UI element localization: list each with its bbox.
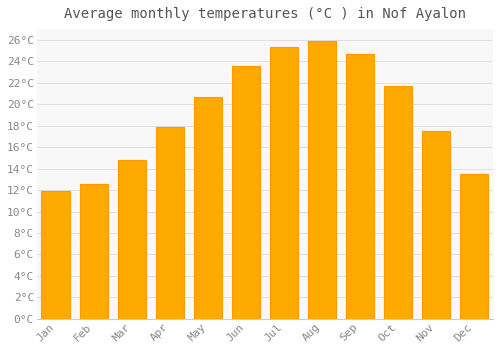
Bar — [118, 160, 146, 319]
Bar — [80, 184, 108, 319]
Bar — [270, 47, 298, 319]
Bar — [346, 54, 374, 319]
Bar — [156, 127, 184, 319]
Title: Average monthly temperatures (°C ) in Nof Ayalon: Average monthly temperatures (°C ) in No… — [64, 7, 466, 21]
Bar — [232, 65, 260, 319]
Bar — [308, 41, 336, 319]
Bar — [384, 86, 412, 319]
Bar — [42, 191, 70, 319]
Bar — [422, 131, 450, 319]
Bar — [194, 97, 222, 319]
Bar — [460, 174, 488, 319]
